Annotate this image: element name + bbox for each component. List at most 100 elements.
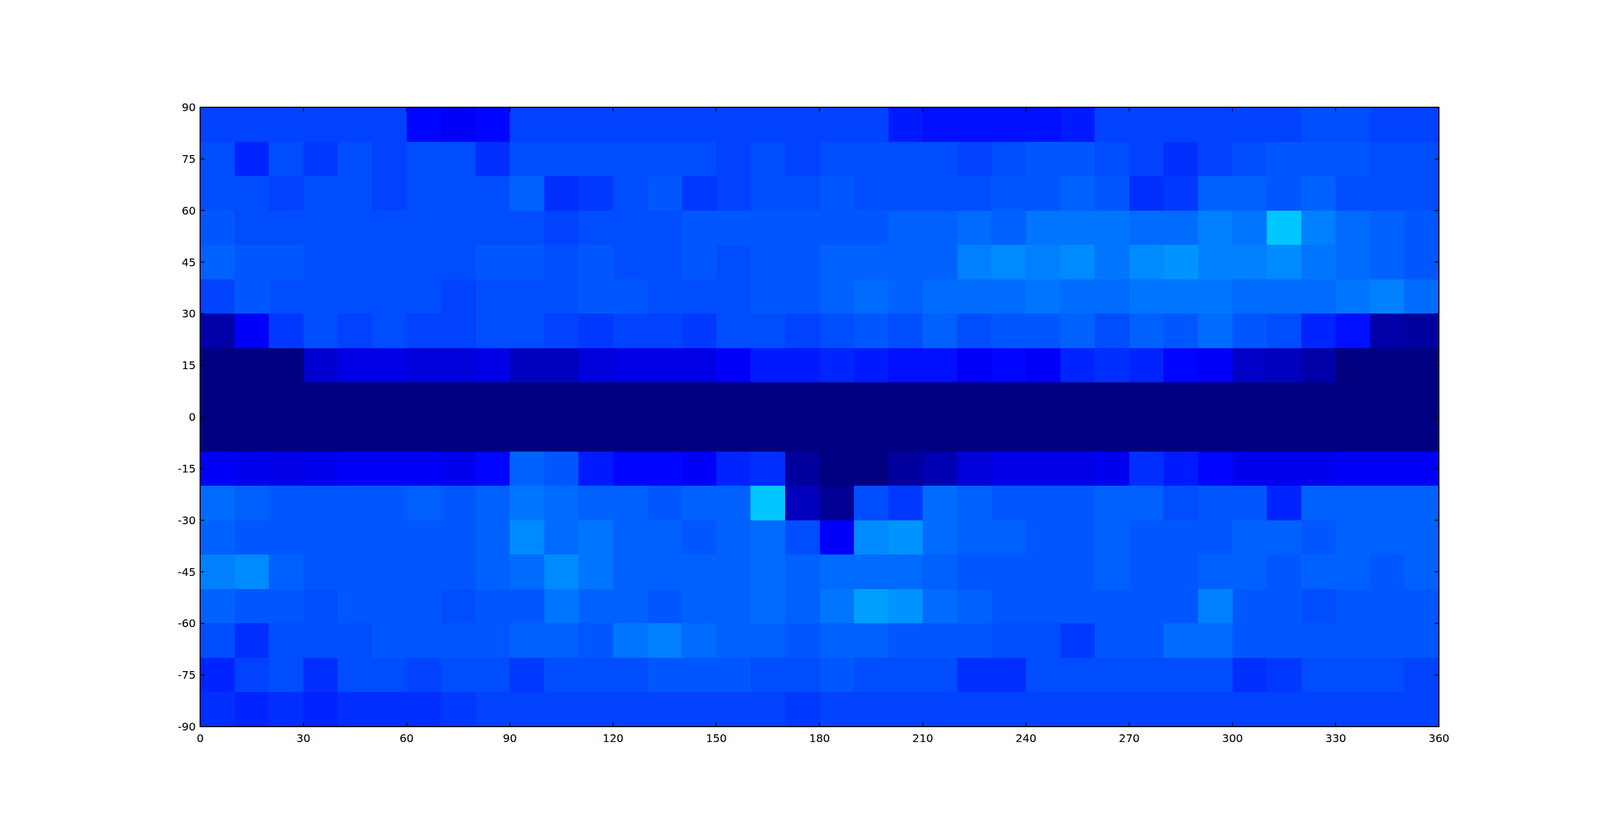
cell [1404, 691, 1439, 727]
cell [440, 141, 476, 177]
y-tick [200, 158, 205, 160]
cell [1129, 416, 1164, 452]
cell [647, 348, 683, 383]
cell [1404, 382, 1439, 417]
cell [268, 313, 304, 349]
cell [922, 141, 958, 177]
cell [613, 416, 648, 452]
cell [957, 348, 992, 383]
cell [681, 210, 717, 246]
cell [750, 554, 786, 589]
cell [268, 485, 304, 521]
cell [647, 313, 683, 349]
cell [681, 622, 717, 658]
cell [1370, 451, 1405, 487]
x-tick [1335, 721, 1337, 727]
cell [372, 141, 407, 177]
y-tick-label: -60 [177, 616, 196, 630]
cell [613, 210, 648, 246]
x-tick [1128, 721, 1130, 727]
cell [1370, 244, 1405, 280]
cell [853, 175, 889, 211]
cell [406, 141, 442, 177]
cell [1232, 657, 1268, 693]
cell [853, 622, 889, 658]
cell [613, 554, 648, 589]
cell [1094, 313, 1130, 349]
cell [372, 416, 407, 452]
cell [1266, 382, 1302, 417]
cell [337, 588, 373, 624]
x-tick [1438, 107, 1440, 112]
cell [613, 244, 648, 280]
cell [957, 520, 992, 555]
cell [1232, 520, 1268, 555]
y-tick-label: -90 [177, 719, 196, 733]
cell [922, 416, 958, 452]
cell [922, 554, 958, 589]
cell [1198, 244, 1233, 280]
cell [200, 554, 235, 589]
cell [785, 175, 820, 211]
cell [303, 175, 339, 211]
cell [785, 485, 820, 521]
cell [1060, 416, 1096, 452]
cell [819, 520, 855, 555]
cell [1301, 451, 1337, 487]
cell [785, 382, 820, 417]
x-tick [199, 107, 201, 112]
cell [509, 416, 545, 452]
cell [440, 244, 476, 280]
cell [750, 382, 786, 417]
cell [1232, 554, 1268, 589]
cell [1301, 244, 1337, 280]
cell [475, 382, 511, 417]
cell [1060, 485, 1096, 521]
cell [750, 416, 786, 452]
cell [268, 175, 304, 211]
cell [1094, 107, 1130, 142]
cell [888, 382, 924, 417]
cell [578, 657, 614, 693]
cell [922, 279, 958, 314]
cell [1404, 622, 1439, 658]
y-tick-label: -30 [177, 513, 196, 527]
x-tick-label: 300 [1221, 731, 1243, 745]
cell [234, 485, 270, 521]
cell [578, 588, 614, 624]
cell [406, 657, 442, 693]
x-tick-label: 150 [705, 731, 727, 745]
cell [200, 416, 235, 452]
cell [1335, 279, 1371, 314]
chart: 0306090120150180210240270300330360-90-75… [0, 0, 1600, 835]
cell [406, 210, 442, 246]
cell [1198, 141, 1233, 177]
cell [647, 107, 683, 142]
cell [716, 175, 752, 211]
cell [578, 554, 614, 589]
cell [337, 451, 373, 487]
cell [303, 657, 339, 693]
cell [991, 244, 1026, 280]
plot-frame [200, 107, 1439, 727]
cell [509, 588, 545, 624]
cell [819, 382, 855, 417]
cell [200, 382, 235, 417]
cell [372, 520, 407, 555]
cell [819, 175, 855, 211]
cell [544, 382, 579, 417]
cell [1198, 313, 1233, 349]
cell [234, 107, 270, 142]
cell [647, 622, 683, 658]
cell [750, 313, 786, 349]
cell [406, 244, 442, 280]
cell [1301, 416, 1337, 452]
cell [1232, 588, 1268, 624]
cell [406, 107, 442, 142]
x-tick [819, 107, 821, 112]
cell [716, 416, 752, 452]
cell [1198, 691, 1233, 727]
cell [303, 244, 339, 280]
cell [509, 382, 545, 417]
cell [957, 588, 992, 624]
